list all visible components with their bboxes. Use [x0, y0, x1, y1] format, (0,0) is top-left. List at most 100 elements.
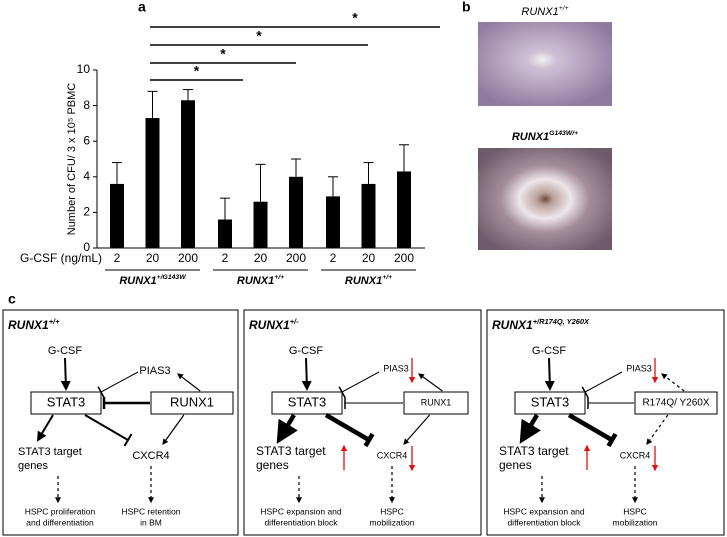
outcome-label: differentiation block	[264, 517, 338, 527]
label-superscript: +/R174Q, Y260X	[533, 317, 590, 326]
bar	[326, 196, 340, 248]
outcome-label: HSPC expansion and	[503, 506, 585, 516]
inhibition-line	[100, 371, 139, 393]
bar	[181, 100, 195, 248]
label-name: RUNX1	[345, 275, 382, 287]
panel-label: c	[8, 291, 16, 307]
label-name: RUNX1	[492, 318, 533, 332]
stat3-label: STAT3	[531, 394, 570, 409]
arrow	[661, 373, 685, 392]
outcome-label: HSPC	[380, 506, 404, 516]
stat3-label: STAT3	[288, 394, 327, 409]
stat3-label: STAT3	[47, 394, 86, 409]
label-superscript: +/G143W	[157, 274, 187, 281]
diagram-box	[243, 309, 482, 536]
label-name: RUNX1	[521, 6, 558, 18]
arrow	[519, 413, 541, 444]
arrow	[646, 414, 669, 445]
g-csf-label: G-CSF	[48, 345, 83, 357]
arrow	[301, 357, 312, 391]
x-tick-label: 200	[394, 251, 414, 265]
y-tick-label: 8	[83, 98, 90, 112]
arrow	[177, 373, 201, 392]
target-genes-label: genes	[18, 460, 48, 472]
significance-label: *	[256, 28, 262, 44]
arrow	[544, 357, 555, 391]
stat3-box	[30, 391, 102, 415]
inhibition-line	[84, 414, 129, 441]
bar	[145, 118, 160, 248]
diagram-title: RUNX1+/-	[249, 317, 299, 332]
arrow	[162, 414, 185, 445]
target-genes-label: genes	[499, 458, 532, 472]
inhibition-bar	[363, 432, 375, 448]
bar	[110, 183, 124, 248]
micrograph-image	[478, 148, 612, 250]
x-axis-label: G-CSF (ng/mL)	[20, 251, 102, 265]
regulator-box	[150, 391, 234, 415]
label-superscript: G143W/+	[549, 130, 578, 137]
g-csf-label: G-CSF	[289, 345, 324, 357]
target-genes-label: STAT3 target	[256, 444, 326, 458]
outcome-label: mobilization	[613, 517, 658, 527]
x-tick-label: 20	[254, 251, 268, 265]
arrow	[60, 357, 71, 391]
stat3-box	[514, 391, 586, 415]
pias3-label: PIAS3	[139, 365, 170, 377]
inhibition-line	[584, 371, 623, 393]
regulator-box	[403, 391, 469, 415]
x-tick-label: 20	[362, 251, 376, 265]
regulator-label: R174Q/ Y260X	[642, 398, 709, 409]
label-name: RUNX1	[249, 318, 290, 332]
inhibition-line	[341, 371, 380, 393]
y-tick-label: 2	[83, 205, 90, 219]
x-tick-label: 200	[286, 251, 306, 265]
cxcr4-label: CXCR4	[132, 450, 169, 462]
regulator-label: RUNX1	[170, 394, 214, 409]
diagram-box	[486, 309, 725, 536]
group-label: RUNX1+/G143W	[119, 274, 186, 287]
significance-label: *	[220, 46, 226, 62]
outcome-label: mobilization	[370, 517, 415, 527]
pias3-label: PIAS3	[626, 363, 652, 373]
y-tick-label: 0	[83, 240, 90, 254]
label-superscript: +/-	[290, 317, 299, 326]
inhibition-bar	[123, 433, 133, 447]
x-tick-label: 2	[222, 251, 229, 265]
stat3-box	[271, 391, 343, 415]
x-tick-label: 20	[146, 251, 160, 265]
x-tick-label: 2	[330, 251, 337, 265]
y-tick-label: 4	[83, 169, 90, 183]
x-tick-label: 200	[178, 251, 198, 265]
target-genes-label: STAT3 target	[18, 446, 82, 458]
panel-label: a	[138, 0, 146, 15]
arrow	[403, 414, 431, 445]
g-csf-label: G-CSF	[532, 345, 567, 357]
y-tick-label: 10	[77, 62, 91, 76]
bar	[289, 176, 303, 248]
significance-label: *	[194, 63, 200, 79]
cxcr4-label: CXCR4	[377, 450, 408, 460]
outcome-label: differentiation block	[507, 517, 581, 527]
inhibition-bar	[338, 386, 346, 398]
cxcr4-label: CXCR4	[620, 450, 651, 460]
pias3-label: PIAS3	[383, 363, 409, 373]
label-name: RUNX1	[512, 131, 549, 143]
micrograph-label: RUNX1+/+	[521, 5, 568, 18]
inhibition-line	[567, 413, 614, 442]
group-label: RUNX1+/+	[237, 274, 284, 287]
label-superscript: +/+	[382, 274, 392, 281]
inhibition-bar	[97, 386, 105, 398]
diagram-title: RUNX1+/+	[8, 317, 60, 332]
inhibition-bar	[581, 386, 589, 398]
significance-label: *	[352, 10, 358, 26]
y-tick-label: 6	[83, 133, 90, 147]
micrograph-image	[478, 22, 612, 106]
outcome-label: HSPC proliferation	[25, 506, 96, 516]
outcome-label: HSPC retention	[121, 506, 180, 516]
x-tick-label: 2	[114, 251, 121, 265]
arrow	[276, 413, 298, 444]
diagram-title: RUNX1+/R174Q, Y260X	[492, 317, 590, 332]
micrograph-label: RUNX1G143W/+	[512, 130, 578, 143]
